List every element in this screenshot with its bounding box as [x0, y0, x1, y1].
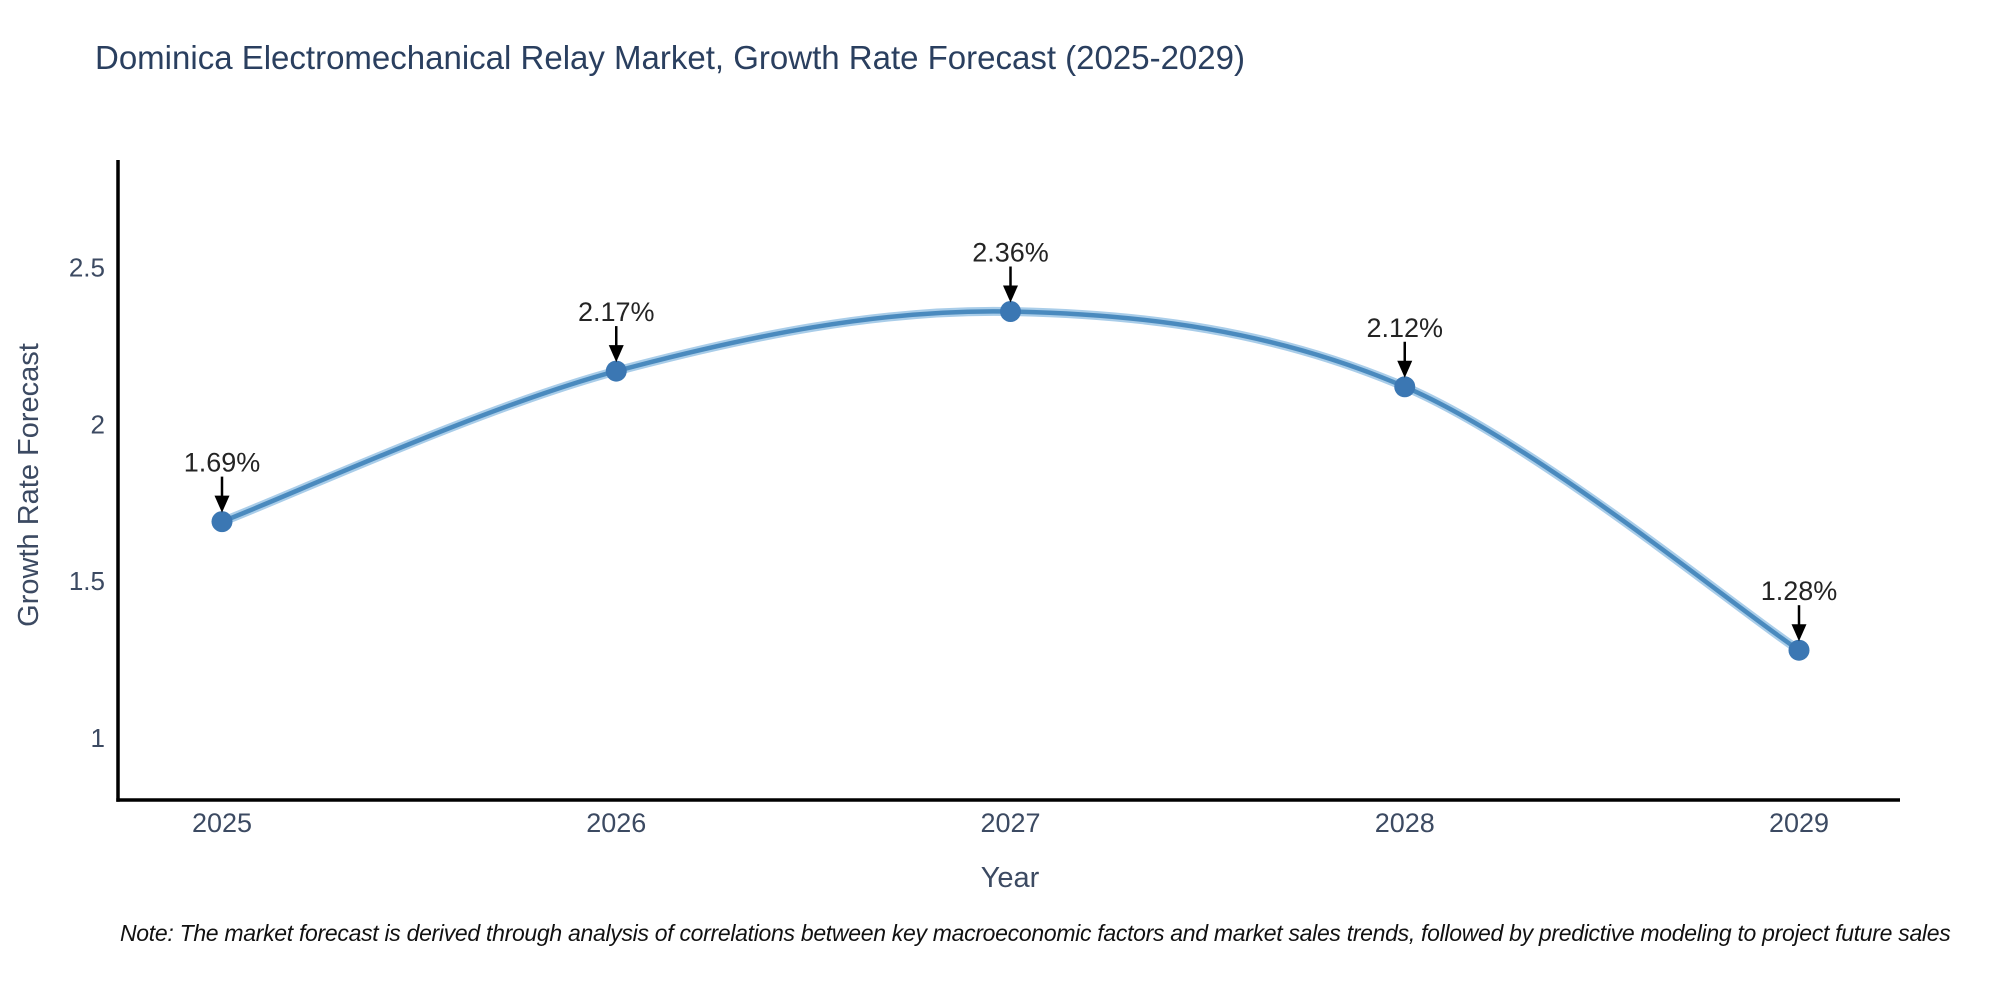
x-axis-title: Year	[980, 862, 1040, 894]
annotation-arrow-icon	[214, 495, 230, 513]
y-tick-label: 2	[91, 409, 105, 439]
y-axis-title: Growth Rate Forecast	[13, 343, 45, 627]
series-line	[219, 309, 1802, 653]
data-point-marker-2026[interactable]	[605, 360, 627, 382]
annotation-arrow-icon	[1003, 285, 1018, 303]
x-tick-label: 2029	[1769, 808, 1829, 838]
annotation-arrow-icon	[1791, 624, 1807, 642]
data-point-marker-2025[interactable]	[211, 511, 233, 533]
data-point-marker-2028[interactable]	[1394, 376, 1416, 398]
data-point-marker-2029[interactable]	[1788, 639, 1810, 661]
annotation-label: 2.17%	[578, 297, 655, 327]
annotation-arrow-icon	[1397, 360, 1413, 378]
annotation-label: 1.28%	[1761, 576, 1838, 606]
annotation-label: 1.69%	[184, 448, 261, 478]
x-tick-label: 2027	[980, 808, 1040, 838]
x-tick-label: 2025	[192, 808, 252, 838]
annotation-arrow-icon	[608, 345, 624, 363]
y-tick-label: 1	[91, 723, 105, 753]
chart-title: Dominica Electromechanical Relay Market,…	[95, 39, 1245, 76]
annotation-label: 2.12%	[1366, 313, 1443, 343]
x-tick-label: 2026	[586, 808, 646, 838]
footnote: Note: The market forecast is derived thr…	[120, 920, 1951, 946]
data-point-marker-2027[interactable]	[1000, 301, 1021, 323]
annotation-label: 2.36%	[972, 238, 1049, 268]
y-tick-label: 1.5	[69, 566, 105, 596]
x-tick-label: 2028	[1375, 808, 1435, 838]
y-tick-label: 2.5	[69, 253, 105, 283]
